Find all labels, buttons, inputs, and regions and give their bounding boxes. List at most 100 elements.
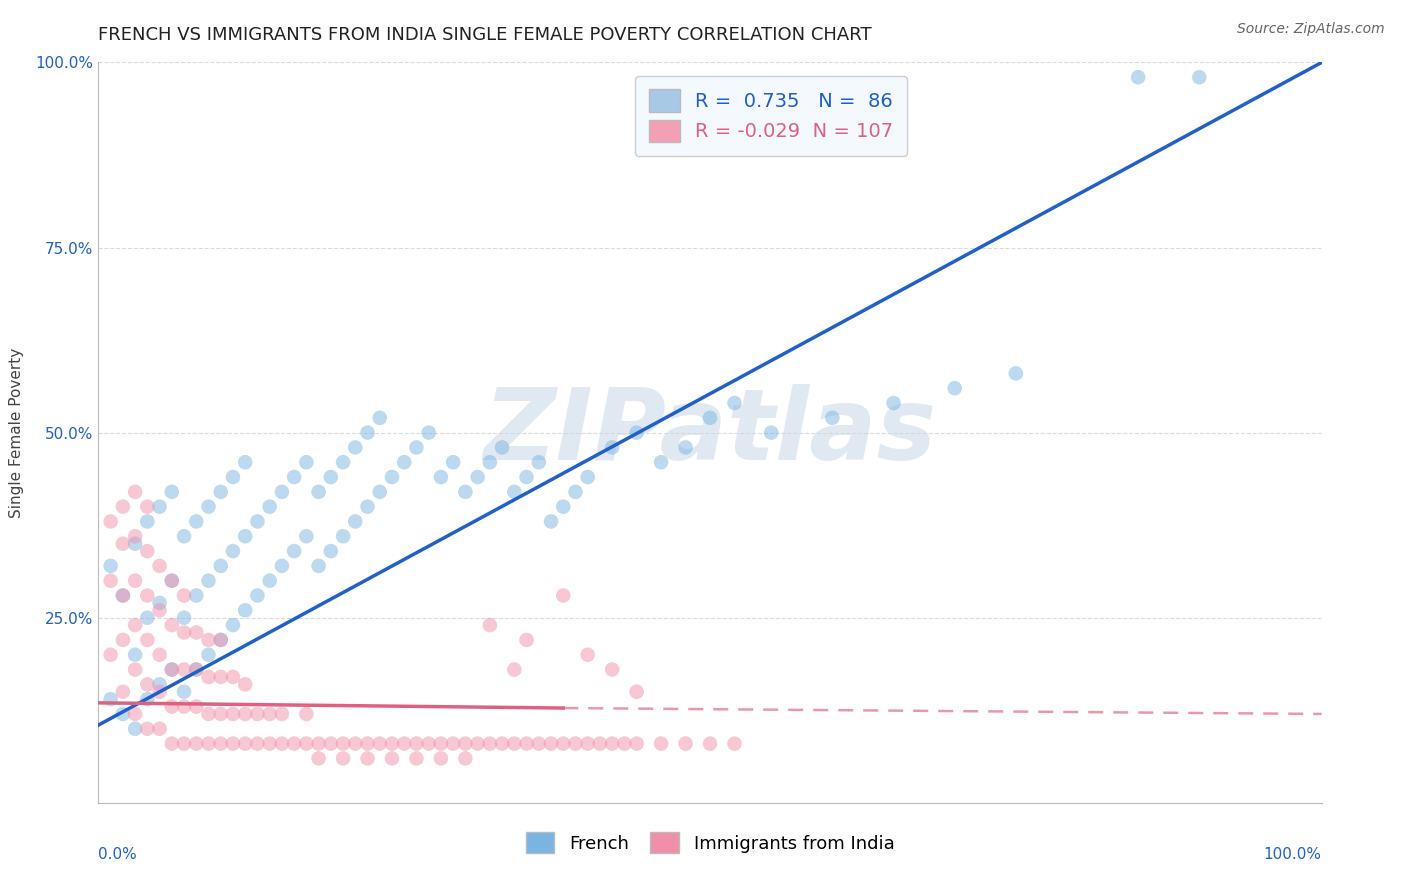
Point: [259, 500, 281, 514]
Text: FRENCH VS IMMIGRANTS FROM INDIA SINGLE FEMALE POVERTY CORRELATION CHART: FRENCH VS IMMIGRANTS FROM INDIA SINGLE F…: [98, 26, 872, 45]
Point: [319, 544, 342, 558]
Point: [418, 425, 440, 440]
Point: [356, 751, 378, 765]
Point: [209, 706, 232, 721]
Legend: French, Immigrants from India: French, Immigrants from India: [519, 825, 901, 861]
Point: [209, 484, 232, 499]
Point: [124, 706, 146, 721]
Point: [100, 515, 122, 529]
Point: [478, 737, 501, 751]
Point: [699, 737, 721, 751]
Point: [149, 648, 172, 662]
Point: [222, 706, 245, 721]
Point: [173, 663, 195, 677]
Point: [332, 529, 354, 543]
Point: [136, 589, 159, 603]
Point: [430, 737, 453, 751]
Point: [246, 589, 269, 603]
Point: [675, 737, 697, 751]
Point: [515, 470, 537, 484]
Point: [283, 737, 305, 751]
Point: [209, 670, 232, 684]
Point: [111, 589, 134, 603]
Point: [600, 663, 623, 677]
Point: [308, 484, 330, 499]
Point: [626, 425, 648, 440]
Point: [186, 699, 208, 714]
Point: [160, 574, 183, 588]
Point: [381, 470, 404, 484]
Point: [515, 632, 537, 647]
Point: [883, 396, 905, 410]
Point: [222, 470, 245, 484]
Point: [454, 737, 477, 751]
Point: [553, 500, 575, 514]
Point: [246, 706, 269, 721]
Point: [111, 536, 134, 550]
Point: [136, 692, 159, 706]
Point: [136, 515, 159, 529]
Point: [381, 751, 404, 765]
Point: [270, 484, 294, 499]
Point: [527, 455, 550, 469]
Point: [467, 470, 489, 484]
Point: [186, 663, 208, 677]
Point: [100, 648, 122, 662]
Point: [124, 722, 146, 736]
Point: [124, 484, 146, 499]
Point: [430, 470, 453, 484]
Point: [283, 470, 305, 484]
Point: [209, 737, 232, 751]
Point: [564, 737, 586, 751]
Point: [197, 737, 219, 751]
Point: [454, 751, 477, 765]
Point: [723, 737, 745, 751]
Point: [540, 737, 562, 751]
Point: [197, 670, 219, 684]
Point: [149, 558, 172, 573]
Point: [124, 648, 146, 662]
Point: [1188, 70, 1211, 85]
Point: [149, 722, 172, 736]
Point: [233, 529, 256, 543]
Point: [136, 632, 159, 647]
Point: [111, 706, 134, 721]
Point: [332, 737, 354, 751]
Point: [197, 574, 219, 588]
Point: [626, 737, 648, 751]
Point: [491, 441, 513, 455]
Point: [576, 470, 599, 484]
Point: [368, 484, 391, 499]
Point: [111, 500, 134, 514]
Point: [124, 618, 146, 632]
Point: [173, 737, 195, 751]
Point: [233, 603, 256, 617]
Point: [515, 737, 537, 751]
Point: [259, 574, 281, 588]
Point: [332, 751, 354, 765]
Point: [295, 529, 318, 543]
Point: [149, 685, 172, 699]
Point: [209, 632, 232, 647]
Point: [821, 410, 844, 425]
Text: 100.0%: 100.0%: [1264, 847, 1322, 863]
Point: [589, 737, 612, 751]
Point: [246, 737, 269, 751]
Point: [295, 455, 318, 469]
Point: [441, 455, 464, 469]
Point: [186, 737, 208, 751]
Point: [233, 737, 256, 751]
Point: [392, 455, 416, 469]
Point: [149, 677, 172, 691]
Point: [222, 670, 245, 684]
Point: [209, 632, 232, 647]
Point: [186, 625, 208, 640]
Point: [173, 625, 195, 640]
Point: [259, 737, 281, 751]
Point: [478, 618, 501, 632]
Point: [441, 737, 464, 751]
Point: [650, 455, 672, 469]
Point: [576, 737, 599, 751]
Point: [503, 663, 526, 677]
Point: [173, 685, 195, 699]
